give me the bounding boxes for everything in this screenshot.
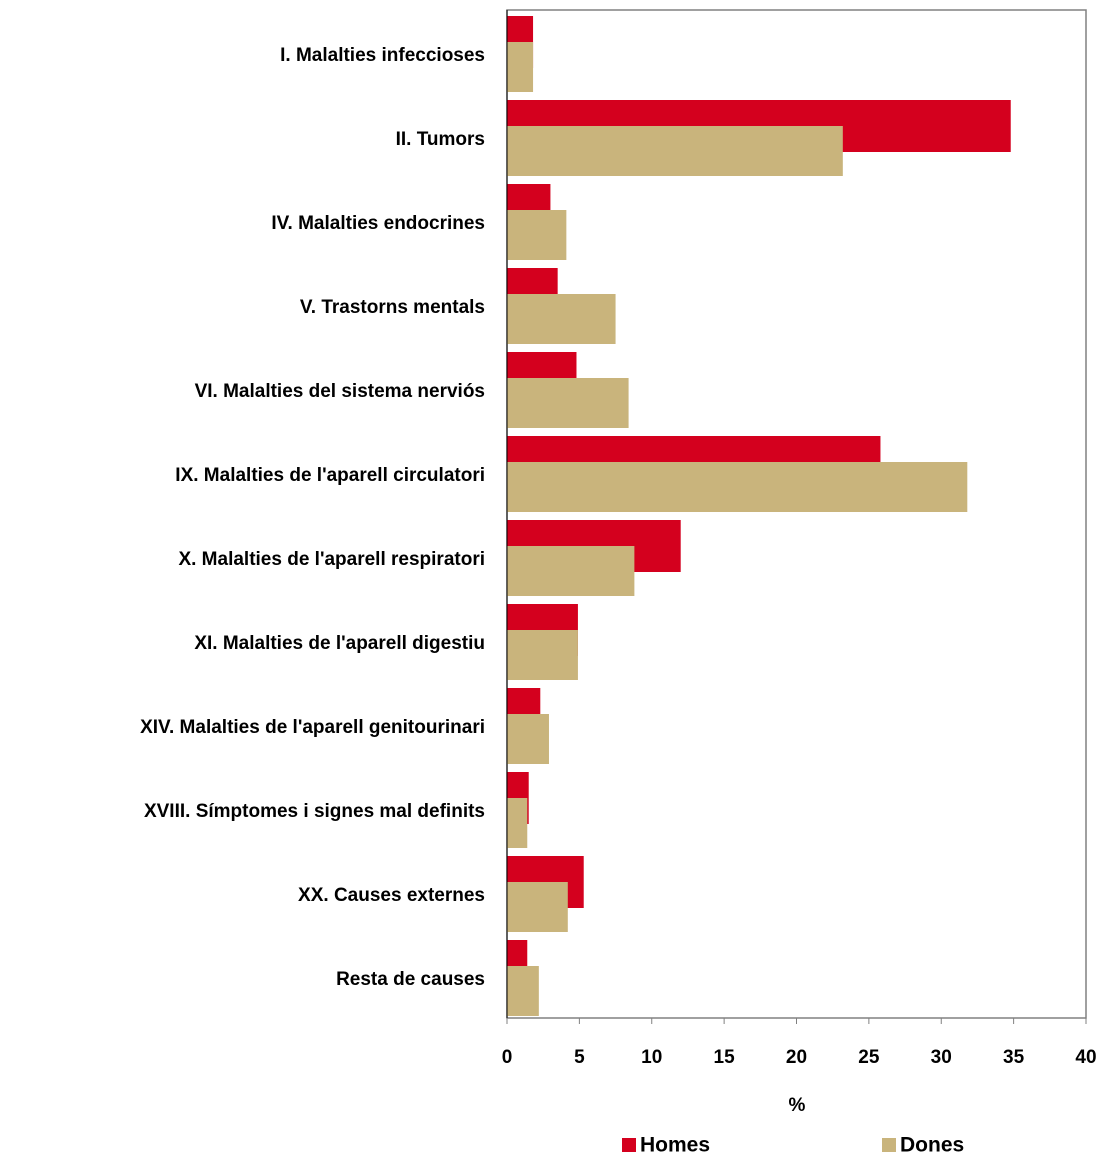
- bar: [507, 546, 635, 596]
- x-tick-label: 40: [1075, 1047, 1096, 1068]
- category-label: XVIII. Símptomes i signes mal definits: [144, 801, 485, 822]
- bar: [507, 378, 629, 428]
- legend-swatch: [882, 1138, 896, 1152]
- bar: [507, 42, 534, 92]
- legend-swatch: [622, 1138, 636, 1152]
- bar: [507, 630, 578, 680]
- bar: [507, 126, 843, 176]
- x-tick-label: 35: [1003, 1047, 1025, 1068]
- legend-label: Dones: [900, 1134, 964, 1157]
- category-label: Resta de causes: [336, 969, 485, 990]
- x-tick-label: 25: [858, 1047, 880, 1068]
- x-tick-label: 10: [641, 1047, 662, 1068]
- category-label: IV. Malalties endocrines: [271, 213, 485, 234]
- legend-label: Homes: [640, 1134, 710, 1157]
- bar: [507, 966, 539, 1016]
- x-tick-label: 5: [574, 1047, 585, 1068]
- bar: [507, 882, 568, 932]
- category-label: II. Tumors: [396, 129, 485, 150]
- category-label: X. Malalties de l'aparell respiratori: [178, 549, 485, 570]
- category-label: VI. Malalties del sistema nerviós: [195, 381, 485, 402]
- category-label: I. Malalties infeccioses: [280, 45, 485, 66]
- category-label: XI. Malalties de l'aparell digestiu: [194, 633, 485, 654]
- x-tick-label: 20: [786, 1047, 807, 1068]
- category-label: XX. Causes externes: [298, 885, 485, 906]
- x-tick-label: 30: [931, 1047, 952, 1068]
- category-label: V. Trastorns mentals: [300, 297, 485, 318]
- x-axis-label: %: [789, 1095, 806, 1116]
- bar: [507, 798, 528, 848]
- category-label: IX. Malalties de l'aparell circulatori: [175, 465, 485, 486]
- x-tick-label: 15: [714, 1047, 736, 1068]
- bar: [507, 462, 968, 512]
- bar: [507, 714, 549, 764]
- x-tick-label: 0: [502, 1047, 513, 1068]
- bar: [507, 210, 567, 260]
- category-label: XIV. Malalties de l'aparell genitourinar…: [140, 717, 485, 738]
- bar: [507, 294, 616, 344]
